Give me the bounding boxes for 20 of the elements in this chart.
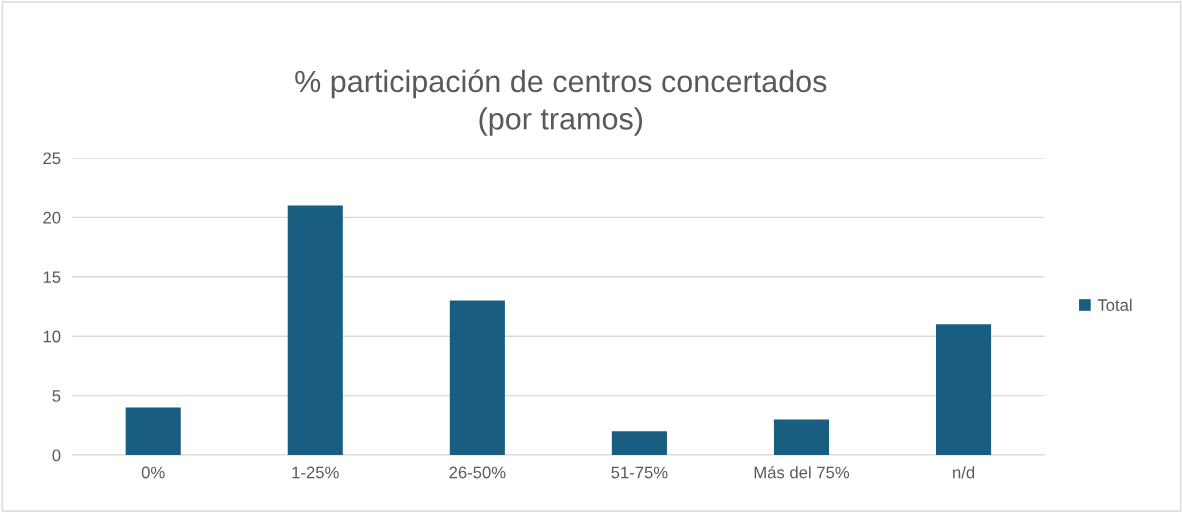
- y-tick-label: 20: [43, 211, 61, 224]
- bar: [449, 300, 505, 456]
- y-tick-label: 25: [43, 152, 61, 165]
- y-tick-label: 15: [43, 271, 61, 284]
- x-tick-label: n/d: [953, 466, 975, 479]
- bar: [125, 407, 181, 456]
- x-tick-label: 1-25%: [292, 466, 339, 479]
- x-tick-label: 26-50%: [449, 466, 506, 479]
- bar: [936, 324, 992, 456]
- bar: [287, 205, 343, 456]
- x-tick-label: Más del 75%: [754, 465, 850, 479]
- y-tick-label: 10: [43, 330, 61, 343]
- y-tick-label: 5: [52, 390, 61, 402]
- x-tick-label: 0%: [141, 466, 165, 479]
- y-tick-label: 0: [52, 449, 61, 462]
- bar: [773, 419, 830, 456]
- legend-label: Total: [1097, 298, 1132, 311]
- bar: [611, 431, 667, 456]
- x-tick-label: 51-75%: [611, 466, 668, 479]
- chart-title: % participación de centros concertados (por tramos): [295, 69, 827, 136]
